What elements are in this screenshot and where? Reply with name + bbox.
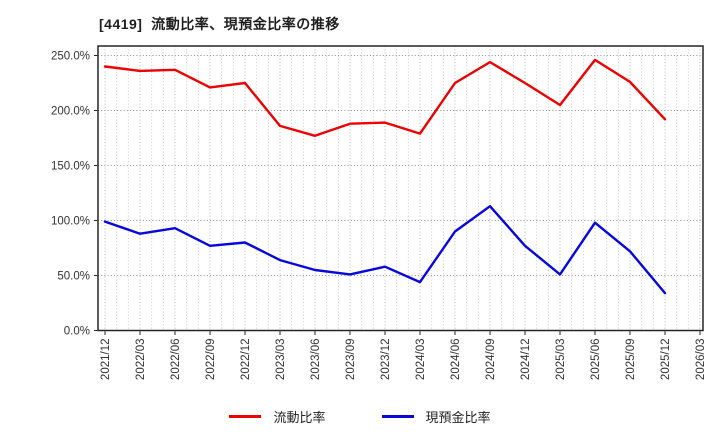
x-tick-label: 2026/03 [695, 339, 707, 381]
x-tick-label: 2022/09 [205, 339, 217, 381]
x-tick-label: 2021/12 [100, 339, 112, 381]
series-line-cash-ratio [103, 204, 667, 295]
x-tick-label: 2025/06 [590, 339, 602, 381]
x-tick-label: 2023/09 [345, 339, 357, 381]
legend-item-current-ratio: 流動比率 [229, 407, 326, 426]
legend-swatch-blue-line [381, 414, 414, 418]
x-tick-label: 2024/06 [450, 339, 462, 381]
legend-item-cash-ratio: 現預金比率 [381, 407, 491, 426]
series-line-current-ratio [103, 58, 667, 138]
x-tick-label: 2024/09 [485, 339, 497, 381]
x-tick-label: 2025/03 [555, 339, 567, 381]
chart-legend: 流動比率 現預金比率 [0, 405, 720, 427]
legend-label-cash-ratio: 現預金比率 [425, 409, 491, 425]
x-tick-label: 2023/06 [310, 339, 322, 381]
x-tick-label: 2024/12 [520, 339, 532, 381]
x-axis-labels: 2021/12 2022/03 2022/06 2022/09 2022/12 2023/… [100, 339, 707, 381]
x-tick-label: 2023/03 [275, 339, 287, 381]
chart-title: [4419] 流動比率、現預金比率の推移 [99, 16, 340, 32]
y-tick-label: 0.0% [64, 326, 90, 338]
y-axis-labels: 0.0% 50.0% 100.0% 150.0% 200.0% 250.0% [51, 51, 90, 338]
legend-label-current-ratio: 流動比率 [273, 409, 326, 425]
plot-frame [97, 45, 704, 332]
legend-swatch-red-line [229, 414, 262, 418]
x-tick-label: 2022/12 [240, 339, 252, 381]
x-tick-label: 2025/12 [660, 339, 672, 381]
x-tick-label: 2025/09 [625, 339, 637, 381]
x-tick-label: 2022/06 [170, 339, 182, 381]
y-tick-label: 50.0% [57, 271, 90, 283]
x-tick-label: 2023/12 [380, 339, 392, 381]
y-tick-label: 200.0% [51, 106, 90, 118]
y-tick-label: 100.0% [51, 216, 90, 228]
axis-tick-marks [94, 55, 701, 335]
y-tick-label: 150.0% [51, 161, 90, 173]
gridlines [98, 46, 703, 331]
x-tick-label: 2024/03 [415, 339, 427, 381]
x-tick-label: 2022/03 [135, 339, 147, 381]
y-tick-label: 250.0% [51, 51, 90, 63]
